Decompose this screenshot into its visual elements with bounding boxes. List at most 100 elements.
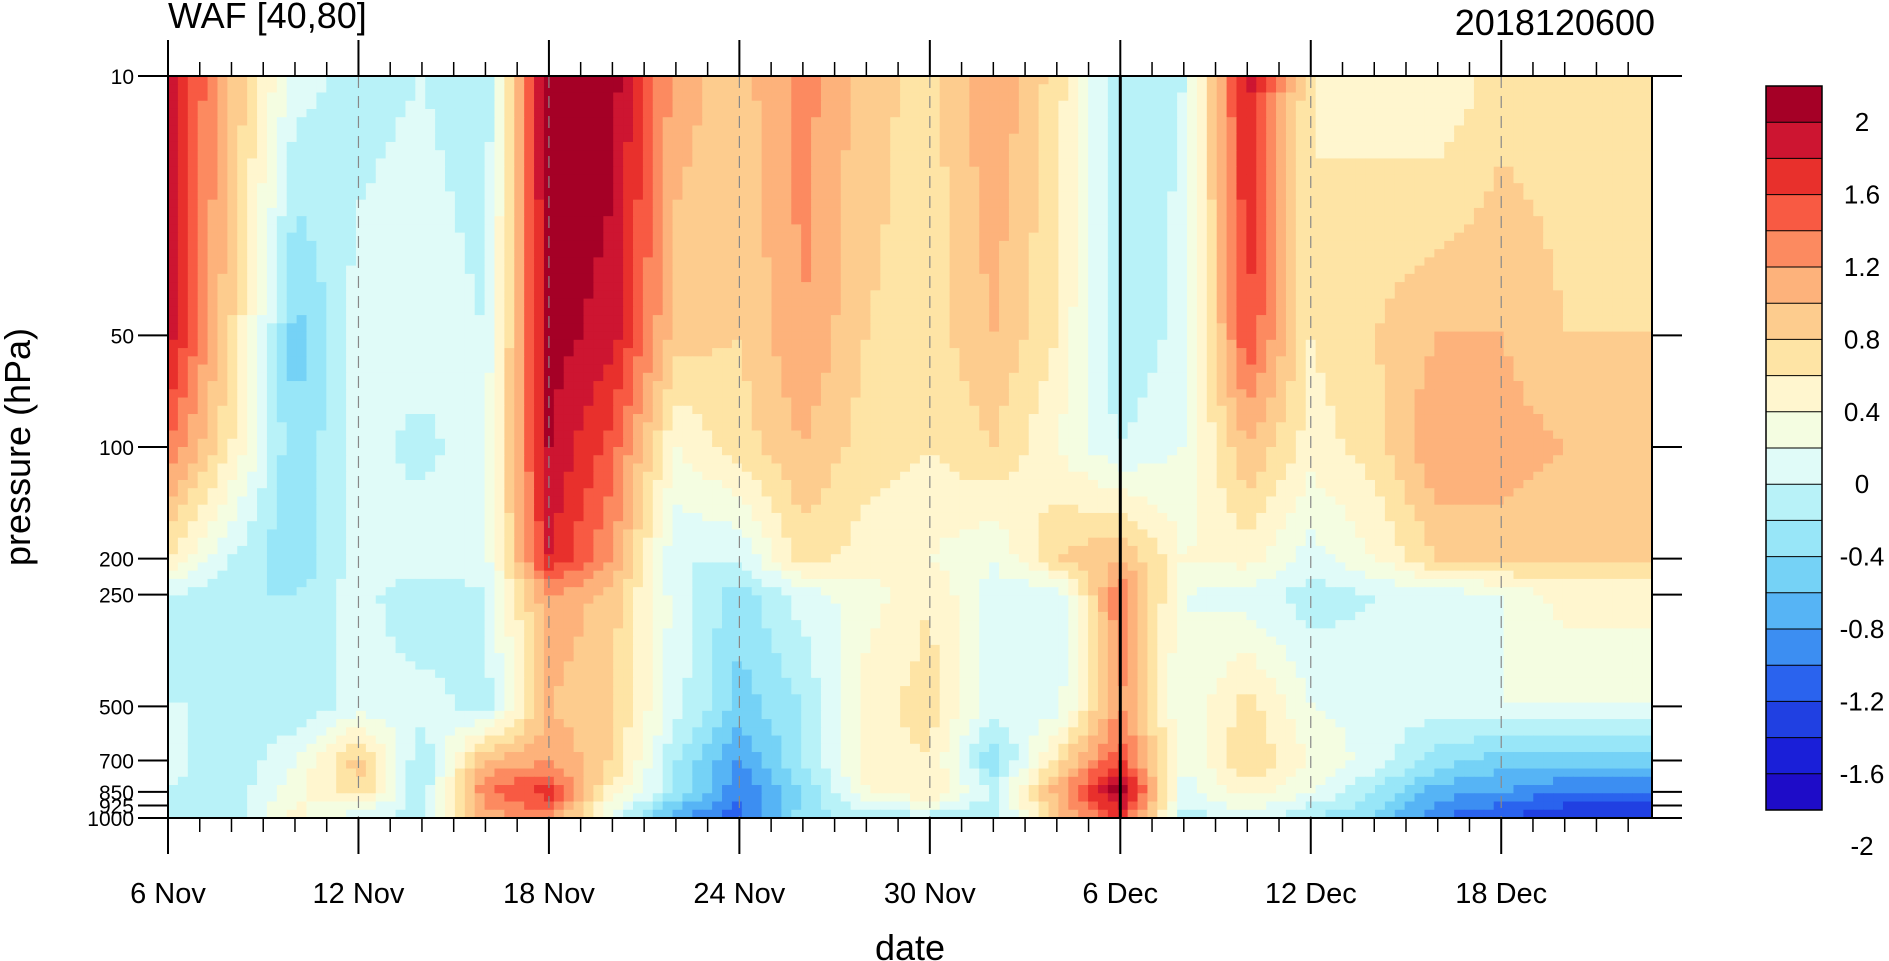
heatmap-cell (1523, 240, 1534, 250)
heatmap-cell (979, 290, 990, 300)
heatmap-cell (1374, 306, 1386, 316)
heatmap-cell (227, 76, 238, 85)
heatmap-cell (326, 199, 337, 209)
heatmap-cell (346, 141, 357, 151)
heatmap-cell (1483, 191, 1495, 201)
heatmap-cell (959, 331, 970, 341)
heatmap-cell (1157, 240, 1168, 250)
heatmap-cell (1038, 117, 1050, 127)
heatmap-cell (405, 174, 416, 184)
heatmap-cell (445, 331, 456, 341)
heatmap-cell (1503, 166, 1515, 176)
heatmap-cell (840, 84, 852, 94)
heatmap-cell (346, 306, 357, 316)
heatmap-cell (1236, 76, 1247, 85)
heatmap-cell (375, 298, 387, 308)
heatmap-cell (375, 100, 387, 110)
heatmap-cell (573, 306, 585, 316)
heatmap-cell (781, 191, 792, 201)
heatmap-cell (316, 141, 327, 151)
heatmap-cell (929, 224, 941, 234)
heatmap-cell (385, 265, 397, 275)
heatmap-cell (1196, 166, 1208, 176)
heatmap-cell (731, 331, 743, 341)
heatmap-cell (484, 240, 496, 250)
heatmap-cell (1592, 133, 1604, 143)
heatmap-cell (860, 92, 872, 102)
heatmap-cell (880, 141, 891, 151)
heatmap-cell (1444, 306, 1455, 316)
heatmap-cell (573, 191, 585, 201)
heatmap-cell (217, 348, 228, 357)
heatmap-cell (1107, 339, 1119, 349)
heatmap-cell (1295, 174, 1307, 184)
heatmap-cell (910, 158, 921, 168)
heatmap-cell (1285, 183, 1297, 193)
heatmap-cell (1503, 76, 1515, 85)
heatmap-cell (1285, 100, 1297, 110)
heatmap-cell (395, 298, 407, 308)
heatmap-cell (999, 298, 1010, 308)
heatmap-cell (355, 125, 367, 135)
heatmap-cell (1256, 158, 1267, 168)
heatmap-cell (336, 133, 347, 143)
heatmap-cell (217, 240, 228, 250)
heatmap-cell (1137, 265, 1149, 275)
heatmap-cell (613, 257, 624, 267)
heatmap-cell (1206, 290, 1218, 300)
heatmap-cell (1088, 240, 1099, 250)
heatmap-cell (247, 76, 258, 85)
heatmap-cell (781, 166, 792, 176)
heatmap-cell (642, 232, 654, 242)
heatmap-cell (1167, 240, 1178, 250)
heatmap-cell (781, 249, 792, 258)
heatmap-cell (1365, 125, 1376, 135)
heatmap-cell (1582, 207, 1594, 217)
heatmap-cell (1444, 323, 1455, 333)
heatmap-cell (187, 166, 199, 176)
heatmap-cell (860, 306, 872, 316)
heatmap-cell (890, 323, 901, 333)
heatmap-cell (266, 150, 278, 160)
heatmap-cell (1048, 84, 1059, 94)
heatmap-cell (692, 92, 703, 102)
heatmap-cell (632, 76, 644, 85)
heatmap-cell (1622, 92, 1633, 102)
heatmap-cell (929, 108, 941, 118)
heatmap-cell (1335, 92, 1346, 102)
heatmap-cell (395, 76, 407, 85)
heatmap-cell (712, 240, 723, 250)
heatmap-cell (1276, 232, 1287, 242)
heatmap-cell (1642, 298, 1652, 308)
heatmap-cell (1493, 150, 1505, 160)
heatmap-cell (860, 339, 872, 349)
heatmap-cell (464, 158, 476, 168)
heatmap-cell (801, 158, 812, 168)
heatmap-cell (454, 249, 466, 258)
heatmap-cell (336, 100, 347, 110)
heatmap-cell (731, 100, 743, 110)
heatmap-cell (1493, 108, 1505, 118)
heatmap-cell (1355, 265, 1366, 275)
heatmap-cell (811, 282, 822, 291)
heatmap-cell (207, 76, 219, 85)
heatmap-cell (464, 100, 476, 110)
heatmap-cell (316, 92, 327, 102)
heatmap-cell (1424, 315, 1435, 324)
heatmap-cell (1622, 158, 1633, 168)
heatmap-cell (168, 216, 179, 225)
heatmap-cell (346, 76, 357, 85)
heatmap-cell (969, 207, 980, 217)
heatmap-cell (1582, 158, 1594, 168)
heatmap-cell (207, 158, 219, 168)
heatmap-cell (1424, 183, 1435, 193)
heatmap-cell (484, 323, 496, 333)
heatmap-cell (237, 141, 248, 151)
heatmap-cell (168, 331, 179, 341)
heatmap-cell (1365, 108, 1376, 118)
heatmap-cell (563, 141, 575, 151)
heatmap-cell (1196, 199, 1208, 209)
heatmap-cell (781, 108, 792, 118)
heatmap-cell (1196, 108, 1208, 118)
heatmap-cell (306, 133, 317, 143)
